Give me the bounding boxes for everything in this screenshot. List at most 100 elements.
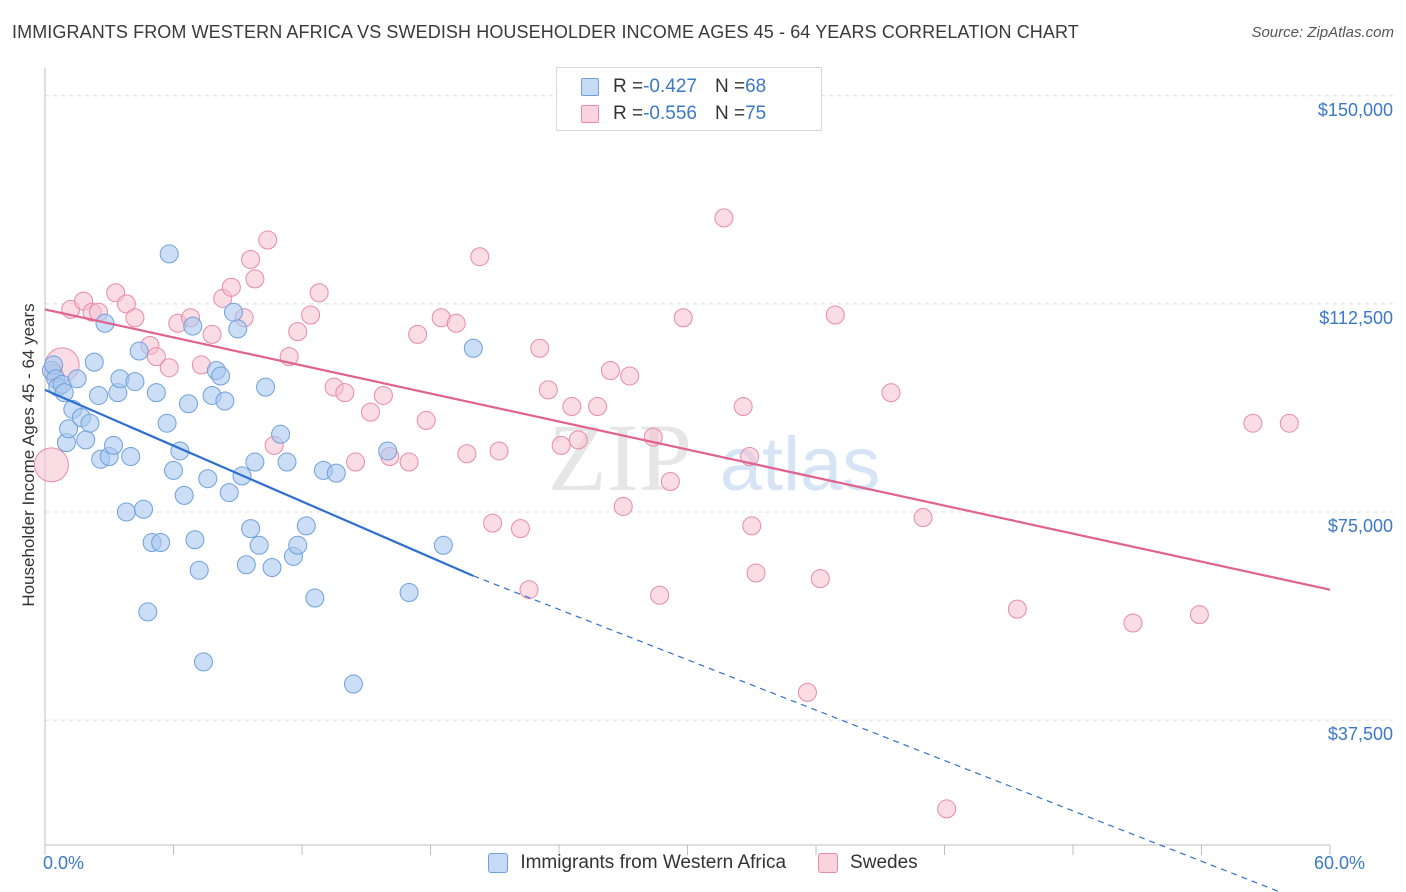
western-africa-point	[164, 460, 183, 480]
stats-legend: R = -0.427 N = 68 R = -0.556 N = 75	[556, 67, 822, 131]
swedes-point	[746, 563, 766, 583]
swedes-point	[373, 385, 393, 405]
western-africa-point	[223, 302, 243, 322]
swedes-points	[33, 86, 1299, 819]
legend-n-label: N =	[714, 103, 746, 124]
legend-n-value: 75	[745, 103, 767, 124]
swedes-trend-line	[44, 308, 1331, 591]
swedes-point	[937, 799, 957, 819]
y-tick-label: $75,000	[1328, 516, 1393, 536]
swedes-point	[568, 430, 588, 450]
y-axis-label: Householder Income Ages 45 - 64 years	[19, 303, 38, 606]
western-africa-point	[183, 316, 203, 336]
swedes-point	[650, 585, 670, 605]
swedes-point	[588, 397, 608, 417]
legend-n-label: N =	[714, 76, 746, 97]
series-swatch-blue	[488, 853, 509, 873]
swedes-point	[408, 324, 428, 344]
western-africa-point	[146, 383, 166, 403]
western-africa-point	[138, 602, 158, 622]
swedes-point	[797, 682, 817, 702]
western-africa-point	[236, 555, 256, 575]
western-africa-point	[296, 516, 316, 536]
swedes-point	[1279, 413, 1299, 433]
series-legend-western-africa: Immigrants from Western Africa	[488, 852, 786, 874]
swedes-point	[33, 447, 69, 483]
western-africa-point	[157, 413, 177, 433]
swedes-point	[810, 569, 830, 589]
y-tick-label: $37,500	[1328, 724, 1393, 744]
western-africa-point	[67, 369, 87, 389]
western-africa-point	[193, 652, 213, 672]
y-tick-label: $112,500	[1319, 308, 1393, 328]
swedes-point	[1007, 599, 1027, 619]
swedes-point	[483, 513, 503, 533]
swedes-point	[530, 338, 550, 358]
western-africa-point	[125, 372, 145, 392]
swedes-point	[714, 208, 734, 228]
western-africa-point	[433, 535, 453, 555]
swedes-point	[125, 308, 145, 328]
swedes-point	[673, 308, 693, 328]
western-africa-point	[215, 391, 235, 411]
x-tick-label: 0.0%	[43, 853, 84, 873]
western-africa-point	[151, 533, 171, 553]
western-africa-point	[121, 447, 141, 466]
tick-labels: $37,500 $75,000 $112,500 $150,000 0.0% 60.0%	[43, 100, 1393, 873]
western-africa-trend-line	[44, 388, 474, 577]
western-africa-point	[249, 535, 269, 555]
western-africa-point	[262, 558, 282, 577]
western-africa-point	[178, 394, 198, 414]
swedes-point	[740, 447, 760, 466]
swedes-point	[1243, 413, 1263, 433]
western-africa-point	[189, 560, 209, 580]
western-africa-point	[228, 319, 248, 339]
western-africa-point	[185, 530, 205, 550]
watermark-zip: ZIP	[548, 404, 692, 511]
swedes-point	[733, 397, 753, 417]
swedes-point	[457, 444, 477, 464]
swedes-point	[346, 452, 366, 472]
western-africa-point	[343, 674, 363, 694]
western-africa-point	[245, 452, 265, 472]
chart-title: IMMIGRANTS FROM WESTERN AFRICA VS SWEDIS…	[12, 22, 1079, 42]
legend-r-value: -0.556	[643, 103, 697, 124]
legend-swatch-pink	[581, 105, 599, 123]
swedes-point	[335, 383, 355, 403]
western-africa-point	[84, 352, 104, 372]
western-africa-point	[159, 244, 179, 264]
western-africa-point	[198, 469, 218, 489]
western-africa-point	[80, 413, 100, 433]
swedes-point	[116, 294, 136, 314]
western-africa-point	[89, 385, 109, 405]
western-africa-point	[277, 452, 297, 472]
legend-swatch-blue	[581, 78, 599, 96]
swedes-point	[301, 305, 321, 325]
western-africa-points	[41, 244, 483, 694]
swedes-point	[416, 410, 436, 430]
swedes-point	[258, 230, 278, 250]
legend-row-swedes: R = -0.556 N = 75	[581, 102, 766, 126]
swedes-point	[146, 347, 166, 367]
swedes-point	[538, 380, 558, 400]
series-label-western-africa: Immigrants from Western Africa	[520, 852, 787, 873]
series-legend-swedes: Swedes	[818, 852, 918, 874]
western-africa-point	[256, 377, 276, 397]
western-africa-point	[104, 435, 124, 455]
western-africa-point	[219, 483, 239, 503]
western-africa-point	[174, 485, 194, 505]
swedes-point	[361, 402, 381, 422]
swedes-point	[600, 360, 620, 380]
swedes-point	[620, 366, 640, 386]
swedes-point	[613, 496, 633, 516]
legend-r-label: R =	[613, 76, 644, 97]
legend-row-western-africa: R = -0.427 N = 68	[581, 75, 766, 99]
western-africa-point	[326, 463, 346, 483]
series-label-swedes: Swedes	[850, 852, 918, 873]
swedes-point	[202, 324, 222, 344]
grid-lines	[45, 95, 1395, 721]
swedes-point	[551, 435, 571, 455]
swedes-point	[881, 383, 901, 403]
swedes-point	[1123, 613, 1143, 633]
